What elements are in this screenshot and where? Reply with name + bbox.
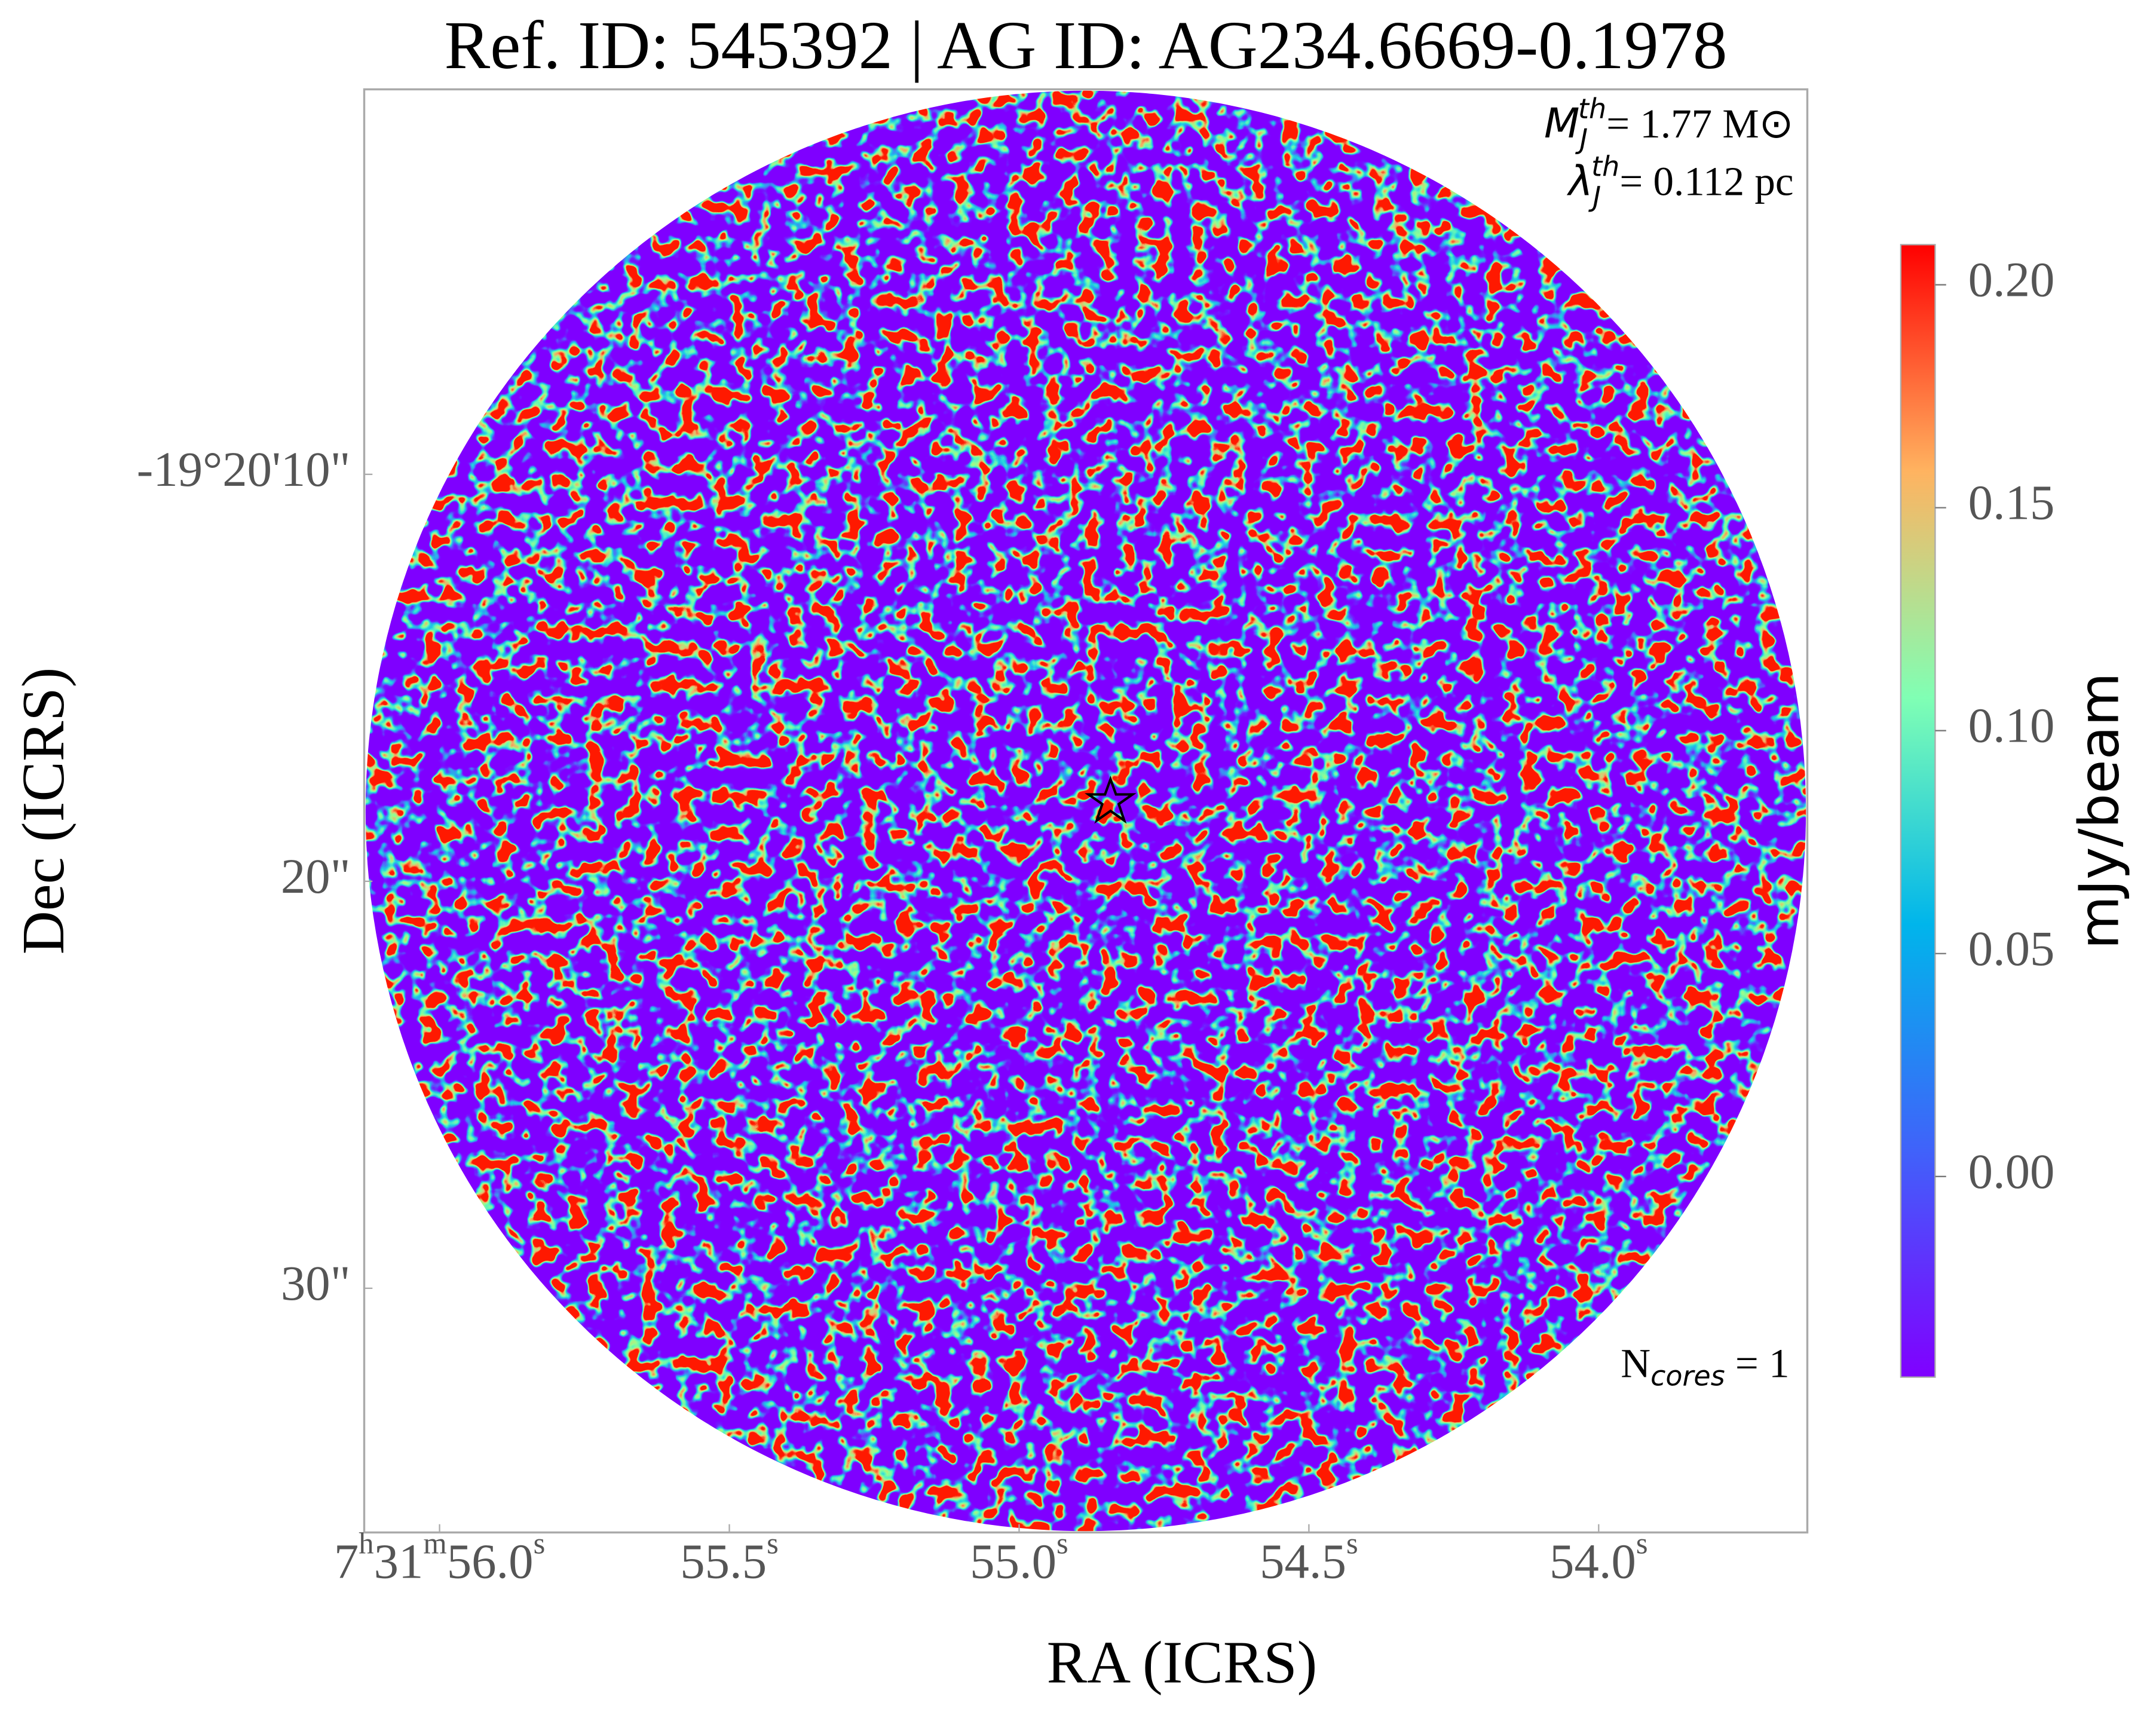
colorbar-label: mJy/beam	[2067, 672, 2131, 949]
annotation-sup: th	[1591, 150, 1619, 182]
y-tick-label: -19°20'10"	[137, 442, 351, 497]
colorbar	[1900, 244, 1936, 1378]
annotation-symbol: M	[1544, 100, 1580, 148]
tick-label-part: 55.5	[680, 1533, 767, 1588]
annotation-symbol: N	[1621, 1341, 1650, 1386]
x-tick-label: 55.0s	[970, 1527, 1068, 1589]
chart-title: Ref. ID: 545392 | AG ID: AG234.6669-0.19…	[445, 7, 1728, 83]
tick-label-part: 54.0	[1549, 1533, 1636, 1588]
tick-label-part: s	[767, 1527, 779, 1560]
intensity-map	[365, 90, 1806, 1532]
tick-label-part: s	[534, 1527, 546, 1560]
colorbar-tick-label: 0.15	[1968, 475, 2055, 530]
x-tick-label: 54.0s	[1549, 1527, 1648, 1589]
annotation-text: = 1.77 M⊙	[1606, 101, 1793, 146]
annotation-text: = 1	[1725, 1341, 1790, 1386]
y-tick-label: 20"	[281, 849, 351, 904]
tick-label-part: h	[359, 1527, 373, 1560]
annotation: Ncores = 1	[1621, 1341, 1789, 1392]
tick-label-part: 31	[374, 1533, 424, 1588]
y-axis-label: Dec (ICRS)	[10, 667, 76, 955]
tick-label-part: 56.0	[447, 1533, 534, 1588]
colorbar-tick-label: 0.05	[1968, 921, 2055, 976]
annotation-text: = 0.112 pc	[1619, 159, 1793, 204]
tick-label-part: m	[423, 1527, 446, 1560]
tick-label-part: 54.5	[1260, 1533, 1346, 1588]
y-tick-label: 30"	[281, 1255, 351, 1310]
x-tick-label: 54.5s	[1260, 1527, 1358, 1589]
tick-label-part: s	[1056, 1527, 1068, 1560]
x-tick-label: 7h31m56.0s	[334, 1527, 545, 1589]
tick-label-part: 7	[334, 1533, 359, 1588]
annotation-sup: th	[1578, 93, 1606, 125]
axes-frame	[363, 88, 1809, 1534]
colorbar-tick-label: 0.00	[1968, 1144, 2055, 1199]
x-tick-label: 55.5s	[680, 1527, 779, 1589]
tick-label-part: 55.0	[970, 1533, 1056, 1588]
tick-label-part: s	[1346, 1527, 1358, 1560]
annotation-sub: cores	[1650, 1359, 1725, 1392]
colorbar-tick-label: 0.10	[1968, 698, 2055, 753]
star-marker	[1085, 776, 1137, 824]
tick-label-part: s	[1636, 1527, 1648, 1560]
x-axis-label: RA (ICRS)	[1047, 1628, 1318, 1695]
annotation: MJth= 1.77 M⊙	[1544, 93, 1793, 155]
colorbar-tick-label: 0.20	[1968, 252, 2055, 307]
annotation-symbol: λ	[1566, 158, 1593, 206]
annotation: λJth= 0.112 pc	[1566, 150, 1794, 213]
map-image	[365, 90, 1806, 1532]
